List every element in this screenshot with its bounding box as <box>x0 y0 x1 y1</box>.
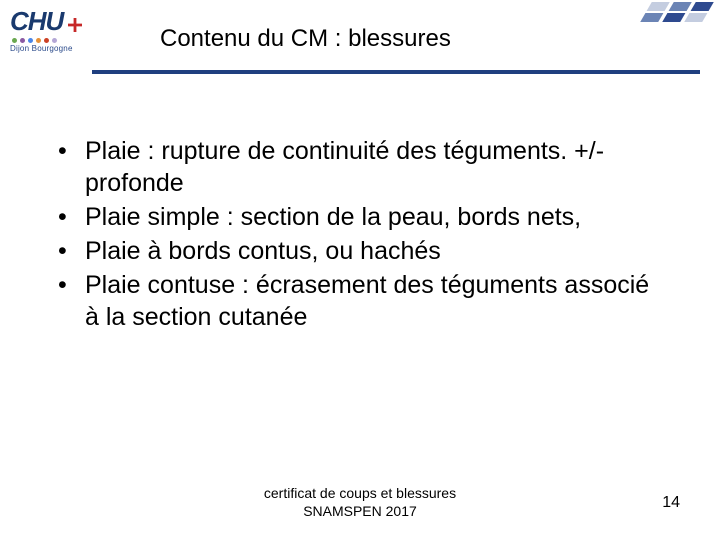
footer-line2: SNAMSPEN 2017 <box>0 503 720 521</box>
slide: CHU Dijon Bourgogne Contenu du CM : bles… <box>0 0 720 540</box>
corner-decoration <box>640 2 714 22</box>
list-item: Plaie : rupture de continuité des tégume… <box>55 135 665 199</box>
stripe-icon <box>684 13 707 22</box>
stripe-icon <box>662 13 685 22</box>
stripe-icon <box>647 2 670 11</box>
slide-footer: certificat de coups et blessures SNAMSPE… <box>0 485 720 520</box>
chu-logo: CHU Dijon Bourgogne <box>10 6 85 53</box>
stripe-row <box>640 13 707 22</box>
title-underline <box>92 70 700 74</box>
slide-header: CHU Dijon Bourgogne Contenu du CM : bles… <box>0 0 720 90</box>
dot-icon <box>52 38 57 43</box>
dot-icon <box>44 38 49 43</box>
dot-icon <box>20 38 25 43</box>
list-item: Plaie à bords contus, ou hachés <box>55 235 665 267</box>
page-number: 14 <box>662 494 680 512</box>
dot-icon <box>12 38 17 43</box>
logo-subtext: Dijon Bourgogne <box>10 44 85 53</box>
footer-line1: certificat de coups et blessures <box>0 485 720 503</box>
dot-icon <box>36 38 41 43</box>
stripe-row <box>647 2 714 11</box>
bullet-list: Plaie : rupture de continuité des tégume… <box>55 135 665 333</box>
slide-title: Contenu du CM : blessures <box>160 25 451 53</box>
stripe-icon <box>669 2 692 11</box>
stripe-icon <box>691 2 714 11</box>
list-item: Plaie simple : section de la peau, bords… <box>55 201 665 233</box>
slide-content: Plaie : rupture de continuité des tégume… <box>55 135 665 335</box>
dot-icon <box>28 38 33 43</box>
logo-dots <box>12 38 85 43</box>
stripe-icon <box>640 13 663 22</box>
list-item: Plaie contuse : écrasement des téguments… <box>55 269 665 333</box>
